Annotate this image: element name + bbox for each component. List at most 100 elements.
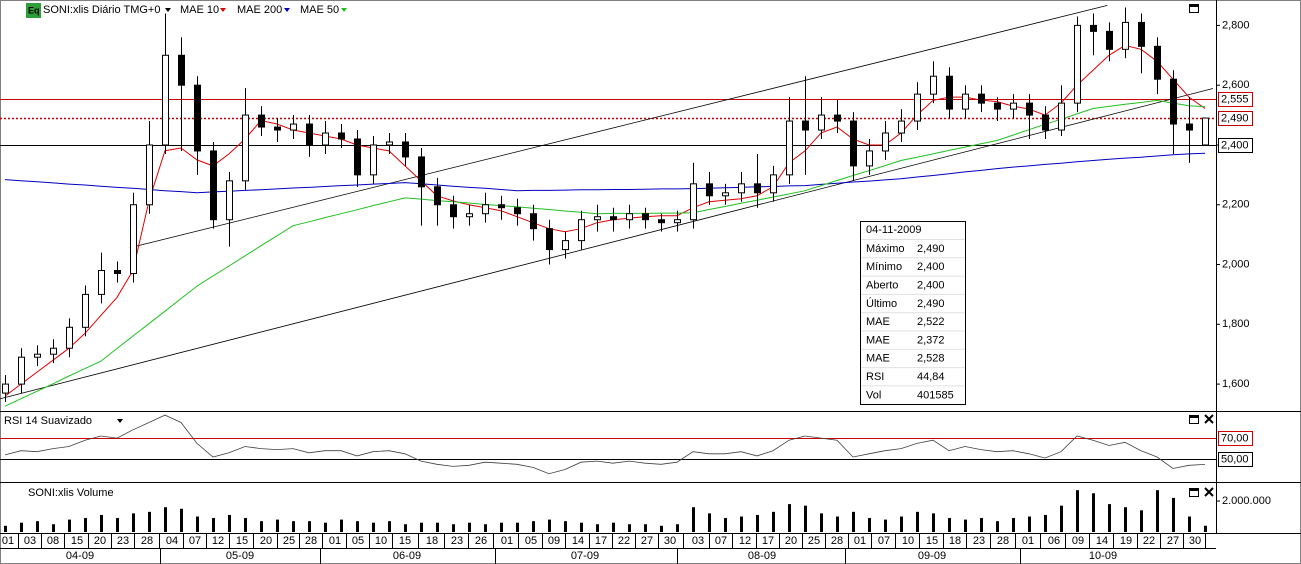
maximize-button[interactable] [1189, 488, 1199, 497]
labels-layer: 1,600 1,800 2,000 2,200 2,400 2,600 2,800 2,555… [2, 19, 1271, 562]
volume-bar [132, 513, 135, 532]
legend-entry[interactable]: MAE 10 [180, 4, 219, 16]
x-day-label: 26 [475, 535, 487, 547]
volume-bar [804, 505, 807, 532]
close-button[interactable] [1204, 487, 1214, 497]
candle-body [130, 204, 137, 275]
x-day-label: 06 [1048, 535, 1060, 547]
level-label: 70,00 [1221, 432, 1249, 444]
candle-body [1154, 45, 1161, 80]
candle-body [658, 219, 665, 224]
candle-body [498, 204, 505, 209]
symbol-icon[interactable] [26, 3, 41, 18]
candle-body [834, 114, 841, 122]
y-tick-label: 2,800 [1222, 19, 1250, 31]
candle-body [146, 144, 153, 206]
volume-bar [948, 518, 951, 532]
y-tick-label: 2.000.000 [1222, 495, 1271, 507]
dropdown-arrow[interactable] [284, 8, 290, 12]
panel-title[interactable]: SONI:xlis Volume [28, 487, 114, 499]
chart-title[interactable]: SONI:xlis Diário TMG+0 [43, 4, 160, 16]
info-value: 2,400 [917, 261, 945, 273]
moving-average-line [4, 152, 1206, 194]
x-day-label: 23 [451, 535, 463, 547]
candle-body [258, 114, 265, 128]
x-day-label: 18 [426, 535, 438, 547]
candle-body [1090, 24, 1097, 32]
candle-body [242, 114, 249, 182]
info-label: RSI [866, 371, 884, 383]
legend-entry[interactable]: MAE 50 [300, 4, 339, 16]
legend-entry[interactable]: MAE 200 [237, 4, 282, 16]
volume-bar [1156, 490, 1159, 532]
dropdown-arrow[interactable] [341, 8, 347, 12]
volume-bar [884, 519, 887, 532]
volume-bar [1140, 510, 1143, 532]
y-tick-label: 1,600 [1222, 378, 1250, 390]
x-day-label: 12 [739, 535, 751, 547]
volume-bar [36, 521, 39, 532]
y-tick-label: 2,000 [1222, 258, 1250, 270]
candle-body [370, 144, 377, 176]
dropdown-arrow[interactable] [117, 419, 123, 423]
volume-bar [756, 514, 759, 532]
candle-body [306, 123, 313, 146]
x-day-label: 01 [1022, 535, 1034, 547]
x-day-label: 27 [1167, 535, 1179, 547]
volume-bar [260, 521, 263, 532]
candle-body [194, 84, 201, 152]
volume-bar [212, 518, 215, 532]
x-day-label: 05 [352, 535, 364, 547]
maximize-button[interactable] [1189, 4, 1199, 13]
volume-bar [372, 522, 375, 532]
info-value: 2,372 [917, 334, 945, 346]
x-day-label: 08 [47, 535, 59, 547]
volume-bar [820, 513, 823, 532]
volume-bar [532, 521, 535, 532]
info-label: MAE [866, 316, 890, 328]
x-day-label: 03 [692, 535, 704, 547]
candle-body [562, 240, 569, 251]
volume-bar [596, 524, 599, 532]
volume-bar [436, 522, 439, 532]
y-tick-label: 2,600 [1222, 79, 1250, 91]
candle-body [594, 216, 601, 221]
volume-bar [116, 518, 119, 532]
volume-bar [420, 522, 423, 532]
candle-body [866, 150, 873, 167]
level-label-box [1218, 92, 1253, 107]
candle-body [402, 141, 409, 158]
volume-bar [900, 516, 903, 532]
close-button[interactable] [1204, 414, 1214, 424]
volume-bar [1076, 490, 1079, 532]
maximize-button[interactable] [1189, 415, 1199, 424]
dropdown-arrow[interactable] [165, 8, 171, 12]
volume-bar [340, 519, 343, 532]
marks-layer [0, 4, 1214, 532]
x-day-label: 28 [997, 535, 1009, 547]
candle-body [802, 120, 809, 131]
volume-bar [980, 518, 983, 532]
candle-body [674, 219, 681, 224]
x-day-label: 17 [595, 535, 607, 547]
dropdown-arrow[interactable] [220, 8, 226, 12]
rsi-line [4, 414, 1206, 475]
panel-title[interactable]: RSI 14 Suavizado [4, 415, 92, 427]
x-day-label: 19 [1120, 535, 1132, 547]
candle-body [642, 213, 649, 221]
candle-body [738, 183, 745, 194]
x-day-label: 20 [94, 535, 106, 547]
candle-body [178, 54, 185, 86]
volume-bar [676, 524, 679, 532]
level-label-box [1218, 452, 1253, 467]
candle-body [354, 138, 361, 176]
x-day-label: 14 [572, 535, 584, 547]
candle-body [1202, 117, 1209, 146]
volume-bar [1188, 516, 1191, 532]
volume-bar [1044, 514, 1047, 532]
level-label: 50,00 [1221, 453, 1249, 465]
candle-body [914, 93, 921, 122]
level-label-box [1218, 431, 1253, 446]
volume-bar [644, 524, 647, 532]
volume-bar [484, 524, 487, 532]
